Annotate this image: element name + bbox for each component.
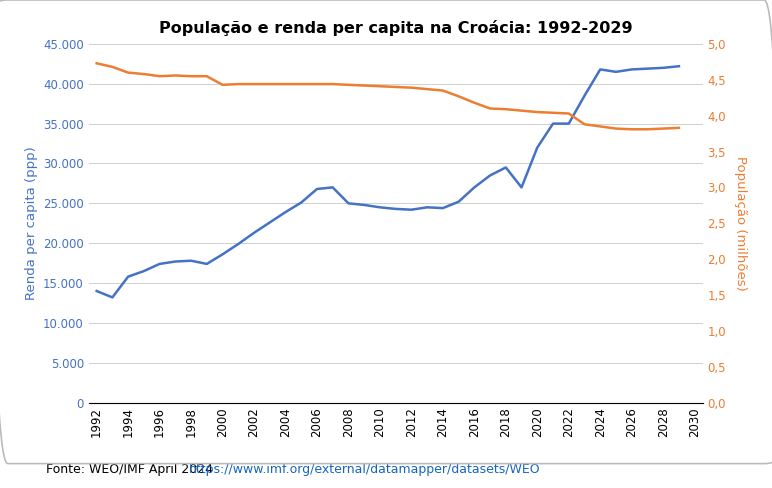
Title: População e renda per capita na Croácia: 1992-2029: População e renda per capita na Croácia:…: [159, 20, 632, 36]
Y-axis label: Renda per capita (ppp): Renda per capita (ppp): [25, 146, 38, 300]
Text: https://www.imf.org/external/datamapper/datasets/WEO: https://www.imf.org/external/datamapper/…: [189, 463, 540, 476]
Text: Fonte: WEO/IMF April 2024: Fonte: WEO/IMF April 2024: [46, 463, 218, 476]
Y-axis label: População (milhões): População (milhões): [734, 156, 747, 291]
